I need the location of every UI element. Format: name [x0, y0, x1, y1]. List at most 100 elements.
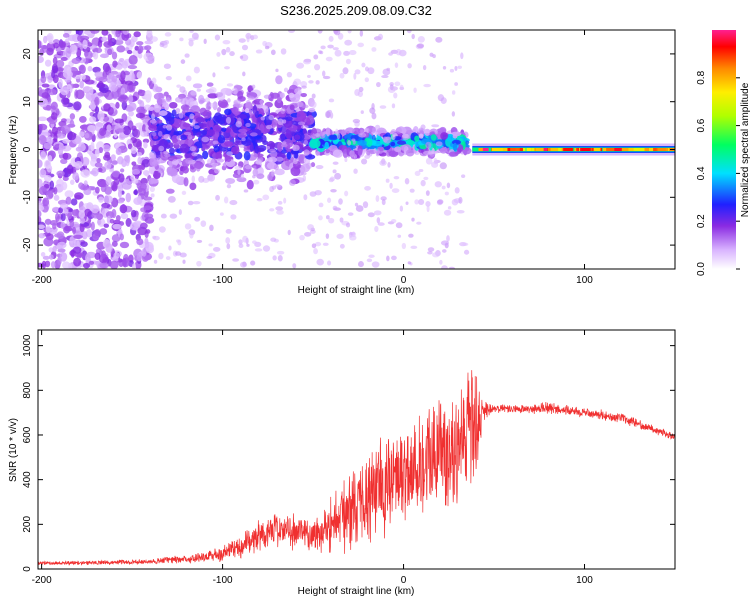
spectrogram-blob: [347, 139, 352, 146]
spectrogram-blob: [62, 152, 69, 160]
spectrogram-blob: [325, 149, 330, 154]
tone-core: [629, 148, 637, 151]
spectrogram-blob: [293, 151, 299, 159]
spectrogram-blob: [163, 153, 171, 158]
colorbar-label: Normalized spectral amplitude: [740, 82, 750, 217]
spectrogram-blob: [148, 177, 155, 185]
spectrogram-blob: [373, 148, 377, 154]
spectrogram-blob: [111, 160, 118, 165]
spectrogram-blob: [64, 190, 74, 198]
spectrogram-blob: [425, 190, 430, 196]
spectrogram-blob: [44, 174, 52, 182]
spectrogram-blob: [393, 92, 398, 99]
spectrogram-blob: [48, 247, 54, 253]
spectrogram-blob: [394, 81, 401, 87]
spectrogram-blob: [406, 30, 412, 34]
spectrogram-blob: [169, 101, 178, 109]
spectrogram-blob: [136, 41, 144, 46]
spectrogram-blob: [446, 133, 455, 142]
spectrogram-blob: [111, 30, 116, 35]
spectrogram-blob: [175, 96, 183, 103]
tone-core: [618, 148, 629, 151]
spectrogram-blob: [307, 224, 315, 231]
spectrogram-blob: [330, 189, 337, 193]
spectrogram-blob: [353, 72, 357, 80]
spectrogram-blob: [377, 33, 384, 41]
spectrogram-blob: [163, 63, 171, 69]
spectrogram-blob: [391, 103, 396, 109]
spectrogram-blob: [269, 157, 273, 162]
tone-core: [510, 148, 519, 151]
spectrogram-blob: [143, 205, 152, 211]
spectrogram-blob: [146, 30, 153, 38]
tone-core: [657, 148, 666, 151]
spectrogram-blob: [348, 49, 357, 56]
spectrogram-blob: [48, 192, 54, 199]
spectrogram-blob: [144, 40, 154, 45]
spectrogram-blob: [99, 127, 107, 136]
spectrogram-blob: [58, 40, 67, 48]
spectrogram-blob: [423, 83, 431, 88]
spectrogram-blob: [270, 92, 280, 99]
spectrogram-blob: [51, 126, 58, 135]
spectrogram-blob: [322, 75, 331, 80]
spectrogram-blob: [192, 201, 201, 205]
spectrogram-blob: [93, 51, 99, 60]
spectrogram-blob: [332, 47, 339, 51]
spectrogram-blob: [193, 66, 200, 74]
spectrogram-blob: [283, 197, 287, 204]
spectrogram-blob: [208, 243, 213, 247]
snr-y-tick-label: 200: [22, 516, 33, 533]
spectrogram-blob: [214, 130, 220, 138]
spectrogram-blob: [425, 141, 432, 149]
spectrogram-blob: [249, 143, 254, 152]
tone-core: [515, 148, 520, 151]
spectrogram-blob: [40, 75, 47, 84]
spectrogram-blob: [422, 64, 427, 71]
spectrogram-blob: [48, 254, 54, 260]
spectrogram-blob: [47, 155, 53, 162]
spectrogram-blob: [56, 170, 65, 177]
spectrogram-blob: [150, 36, 158, 42]
spectrogram-x-tick-label: 0: [401, 275, 407, 286]
spectrogram-blob: [253, 165, 257, 170]
spectrogram-blob: [223, 196, 229, 204]
spectrogram-blob: [165, 97, 171, 103]
tone-core: [649, 148, 654, 151]
spectrogram-blob: [57, 241, 67, 249]
spectrogram-blob: [38, 205, 45, 212]
spectrogram-blob: [353, 154, 358, 160]
spectrogram-blob: [275, 206, 284, 211]
spectrogram-blob: [462, 242, 469, 247]
spectrogram-blob: [83, 50, 89, 57]
spectrogram-blob: [88, 116, 97, 123]
spectrogram-blob: [141, 248, 147, 257]
spectrogram-blob: [240, 261, 248, 268]
snr-line: [38, 370, 675, 566]
spectrogram-blob: [88, 260, 95, 265]
snr-y-label: SNR (10 * v/v): [8, 418, 19, 482]
spectrogram-blob: [227, 147, 232, 152]
spectrogram-blob: [391, 188, 400, 193]
spectrogram-blob: [452, 133, 458, 139]
spectrogram-blob: [119, 57, 125, 62]
spectrogram-blob: [212, 101, 218, 111]
spectrogram-blob: [442, 65, 447, 70]
spectrogram-blob: [91, 212, 101, 219]
spectrogram-blob: [143, 213, 154, 219]
spectrogram-blob: [55, 212, 60, 222]
spectrogram-blob: [329, 176, 335, 182]
spectrogram-blob: [408, 233, 414, 238]
spectrogram-blob: [225, 237, 231, 244]
spectrogram-blob: [90, 141, 95, 152]
spectrogram-blob: [97, 110, 105, 121]
spectrogram-blob: [158, 226, 166, 233]
spectrogram-blob: [168, 245, 172, 251]
spectrogram-blob: [129, 222, 139, 231]
spectrogram-blob: [171, 109, 177, 117]
spectrogram-blob: [364, 77, 369, 83]
spectrogram-blob: [49, 40, 54, 45]
spectrogram-blob: [440, 240, 449, 246]
spectrogram-blob: [231, 106, 239, 115]
snr-x-tick-label: -100: [213, 575, 233, 586]
